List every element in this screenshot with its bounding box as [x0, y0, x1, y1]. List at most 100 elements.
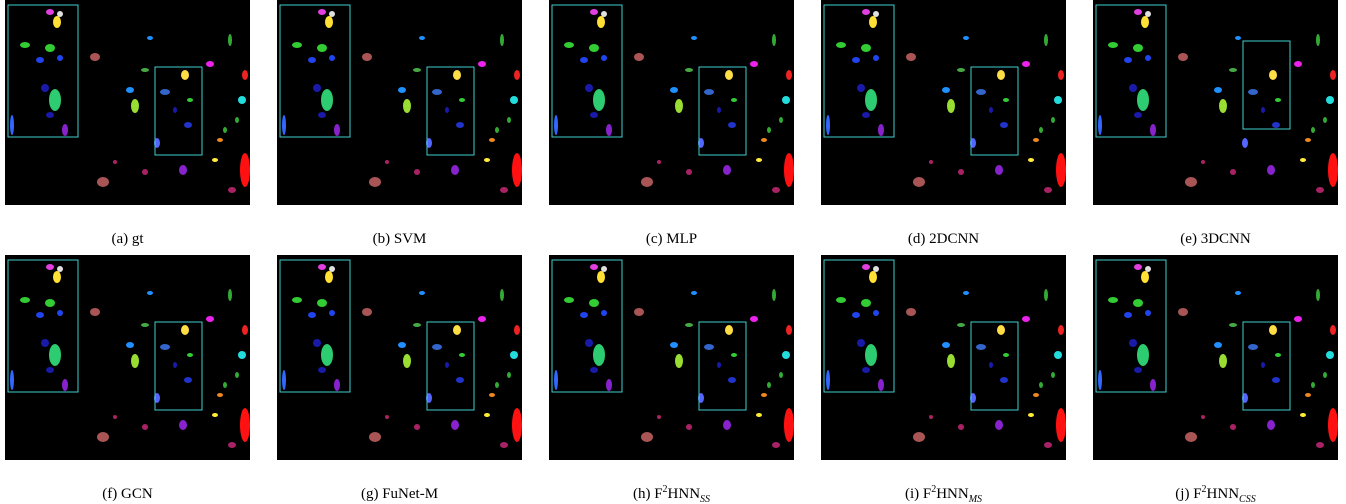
class-region — [564, 42, 574, 48]
class-region — [590, 264, 598, 270]
class-region — [731, 98, 737, 102]
class-region — [1300, 158, 1306, 162]
class-region — [1134, 112, 1142, 118]
class-region — [675, 99, 683, 113]
class-region — [1294, 316, 1302, 322]
class-region — [1054, 96, 1062, 104]
class-region — [657, 160, 661, 164]
map-background — [5, 0, 250, 205]
class-region — [606, 124, 612, 136]
class-region — [53, 271, 61, 283]
zoom-inset — [1095, 4, 1167, 138]
classification-map — [5, 0, 250, 205]
class-region — [963, 36, 969, 40]
map-background — [821, 255, 1066, 460]
class-region — [1141, 271, 1149, 283]
class-region — [1272, 122, 1280, 128]
class-region — [62, 124, 68, 136]
class-region — [1044, 187, 1052, 193]
class-region — [947, 99, 955, 113]
class-region — [478, 316, 486, 322]
class-region — [90, 53, 100, 61]
classification-map — [277, 0, 522, 205]
class-region — [514, 70, 520, 80]
class-region — [761, 393, 767, 397]
class-region — [1145, 266, 1151, 272]
class-region — [1201, 415, 1205, 419]
class-region — [445, 107, 449, 113]
zoom-inset — [7, 259, 79, 393]
class-region — [786, 70, 792, 80]
class-region — [113, 415, 117, 419]
caption: (i) F2HNNMS — [905, 484, 982, 504]
class-region — [691, 36, 697, 40]
class-region — [1051, 372, 1055, 378]
class-region — [564, 297, 574, 303]
class-region — [772, 289, 776, 301]
class-region — [1145, 11, 1151, 17]
zoom-box — [426, 321, 475, 411]
class-region — [869, 16, 877, 28]
map-background — [549, 255, 794, 460]
class-region — [1044, 289, 1048, 301]
class-region — [1330, 325, 1336, 335]
class-region — [235, 372, 239, 378]
map-background — [1093, 0, 1338, 205]
class-region — [1033, 138, 1039, 142]
zoom-inset — [551, 259, 623, 393]
class-region — [1219, 354, 1227, 368]
class-region — [308, 312, 316, 318]
caption-sub: MS — [968, 494, 982, 504]
caption-sup: 2 — [663, 484, 668, 495]
class-region — [1269, 325, 1277, 335]
class-region — [1134, 9, 1142, 15]
class-region — [1098, 115, 1102, 135]
class-region — [857, 339, 865, 347]
class-region — [685, 323, 693, 327]
class-region — [235, 117, 239, 123]
class-region — [228, 289, 232, 301]
class-region — [453, 325, 461, 335]
class-region — [1124, 57, 1132, 63]
class-region — [432, 344, 442, 350]
map-background — [277, 255, 522, 460]
class-region — [126, 342, 134, 348]
class-region — [334, 379, 340, 391]
caption: (j) F2HNNCSS — [1175, 484, 1255, 504]
class-region — [1275, 353, 1281, 357]
class-region — [187, 353, 193, 357]
class-region — [97, 432, 109, 442]
class-region — [686, 169, 692, 175]
class-region — [1022, 61, 1030, 67]
zoom-inset — [551, 4, 623, 138]
class-region — [691, 291, 697, 295]
class-region — [767, 127, 771, 133]
zoom-box — [970, 321, 1019, 411]
class-region — [861, 299, 871, 307]
class-region — [173, 107, 177, 113]
class-region — [362, 308, 372, 316]
class-region — [414, 424, 420, 430]
class-region — [1178, 308, 1188, 316]
class-region — [929, 160, 933, 164]
class-region — [750, 61, 758, 67]
class-region — [1098, 370, 1102, 390]
class-region — [179, 165, 187, 175]
class-region — [942, 342, 950, 348]
class-region — [862, 264, 870, 270]
class-region — [385, 160, 389, 164]
caption-label: (f) GCN — [102, 486, 153, 502]
class-region — [786, 325, 792, 335]
class-region — [453, 70, 461, 80]
class-region — [1039, 382, 1043, 388]
class-region — [976, 344, 986, 350]
class-region — [906, 308, 916, 316]
class-region — [728, 377, 736, 383]
class-region — [704, 344, 714, 350]
class-region — [1056, 153, 1066, 187]
class-region — [141, 68, 149, 72]
class-region — [403, 354, 411, 368]
class-region — [484, 158, 490, 162]
class-region — [1056, 408, 1066, 442]
class-region — [1058, 325, 1064, 335]
